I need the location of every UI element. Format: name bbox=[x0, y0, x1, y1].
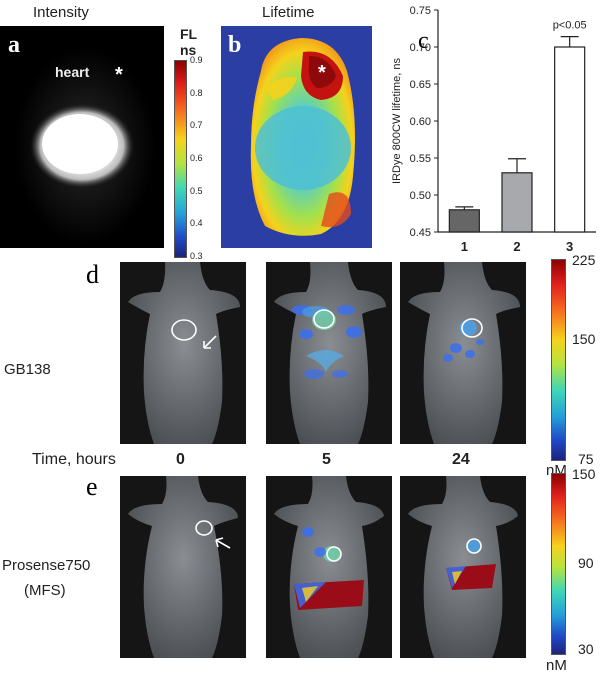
fl-colorbar-unit: ns bbox=[180, 42, 197, 58]
bar-2 bbox=[501, 172, 533, 233]
lifetime-map bbox=[221, 26, 372, 248]
prosense-cb-tick-mid: 90 bbox=[578, 555, 594, 571]
lifetime-title: Lifetime bbox=[262, 4, 315, 21]
gb138-cb-tick-mid: 150 bbox=[572, 331, 596, 347]
y-tick-label: 0.45 bbox=[410, 227, 431, 239]
panel-b-asterisk: * bbox=[318, 62, 326, 84]
time-5-hours: 5 bbox=[322, 451, 331, 468]
x-tick-label: 2 bbox=[513, 239, 520, 254]
y-tick-label: 0.70 bbox=[410, 42, 431, 54]
x-tick-label: 1 bbox=[461, 239, 468, 254]
prosense-cb-tick-max: 150 bbox=[572, 466, 596, 482]
intensity-heart-glow bbox=[15, 48, 155, 244]
heart-label: heart bbox=[55, 64, 90, 80]
prosense-row-sublabel: (MFS) bbox=[24, 582, 66, 599]
y-tick-label: 0.75 bbox=[410, 5, 431, 17]
bar-1 bbox=[448, 209, 480, 233]
panel-a-letter: a bbox=[8, 32, 20, 58]
lifetime-colorbar-tick: 0.3 bbox=[190, 251, 203, 261]
lifetime-colorbar-tick: 0.8 bbox=[190, 87, 203, 98]
y-tick-label: 0.50 bbox=[410, 190, 431, 202]
lifetime-colorbar bbox=[174, 60, 187, 258]
lifetime-colorbar-tick: 0.7 bbox=[190, 120, 203, 131]
intensity-image bbox=[0, 26, 164, 248]
y-tick-label: 0.60 bbox=[410, 116, 431, 128]
y-axis-label: IRDye 800CW lifetime, ns bbox=[391, 58, 403, 184]
lifetime-image bbox=[221, 26, 372, 248]
time-axis-label: Time, hours bbox=[32, 451, 116, 468]
lifetime-colorbar-tick: 0.5 bbox=[190, 185, 203, 196]
panel-d-letter: d bbox=[86, 260, 99, 289]
intensity-title: Intensity bbox=[33, 4, 89, 21]
time-0-hours: 0 bbox=[176, 451, 185, 468]
significance-annotation: p<0.05 bbox=[553, 20, 587, 32]
prosense-mouse-0h bbox=[120, 476, 246, 658]
y-tick-label: 0.55 bbox=[410, 153, 431, 165]
gb138-cb-tick-max: 225 bbox=[572, 252, 596, 268]
gb138-cb-tick-min: 75 bbox=[578, 451, 594, 467]
panel-c-letter: c bbox=[418, 28, 429, 54]
panel-b-letter: b bbox=[228, 32, 242, 58]
lifetime-bar-chart: 0.45 0.50 0.55 0.60 0.65 0.70 0.75 IRDye 800CW … bbox=[391, 5, 596, 254]
gb138-row-label: GB138 bbox=[4, 361, 51, 378]
gb138-colorbar bbox=[551, 259, 566, 461]
gb138-mouse-5h bbox=[266, 262, 392, 444]
panel-a-asterisk: * bbox=[115, 64, 123, 86]
y-tick-label: 0.65 bbox=[410, 79, 431, 91]
x-tick-label: 3 bbox=[566, 239, 573, 254]
prosense-colorbar bbox=[551, 473, 566, 655]
prosense-mouse-5h bbox=[266, 476, 392, 658]
lifetime-colorbar-tick: 0.4 bbox=[190, 218, 203, 229]
gb138-mouse-0h bbox=[120, 262, 246, 444]
fl-colorbar-title: FL bbox=[180, 26, 198, 42]
time-24-hours: 24 bbox=[452, 451, 470, 468]
lifetime-colorbar-tick: 0.9 bbox=[190, 55, 203, 65]
prosense-row-label: Prosense750 bbox=[2, 557, 91, 574]
lifetime-colorbar-tick: 0.6 bbox=[190, 153, 203, 163]
prosense-cb-tick-min: 30 bbox=[578, 641, 594, 657]
bar-3 bbox=[554, 46, 586, 233]
prosense-mouse-24h bbox=[400, 476, 526, 658]
prosense-cb-unit: nM bbox=[546, 657, 567, 674]
panel-e-letter: e bbox=[86, 472, 98, 501]
gb138-mouse-24h bbox=[400, 262, 526, 444]
